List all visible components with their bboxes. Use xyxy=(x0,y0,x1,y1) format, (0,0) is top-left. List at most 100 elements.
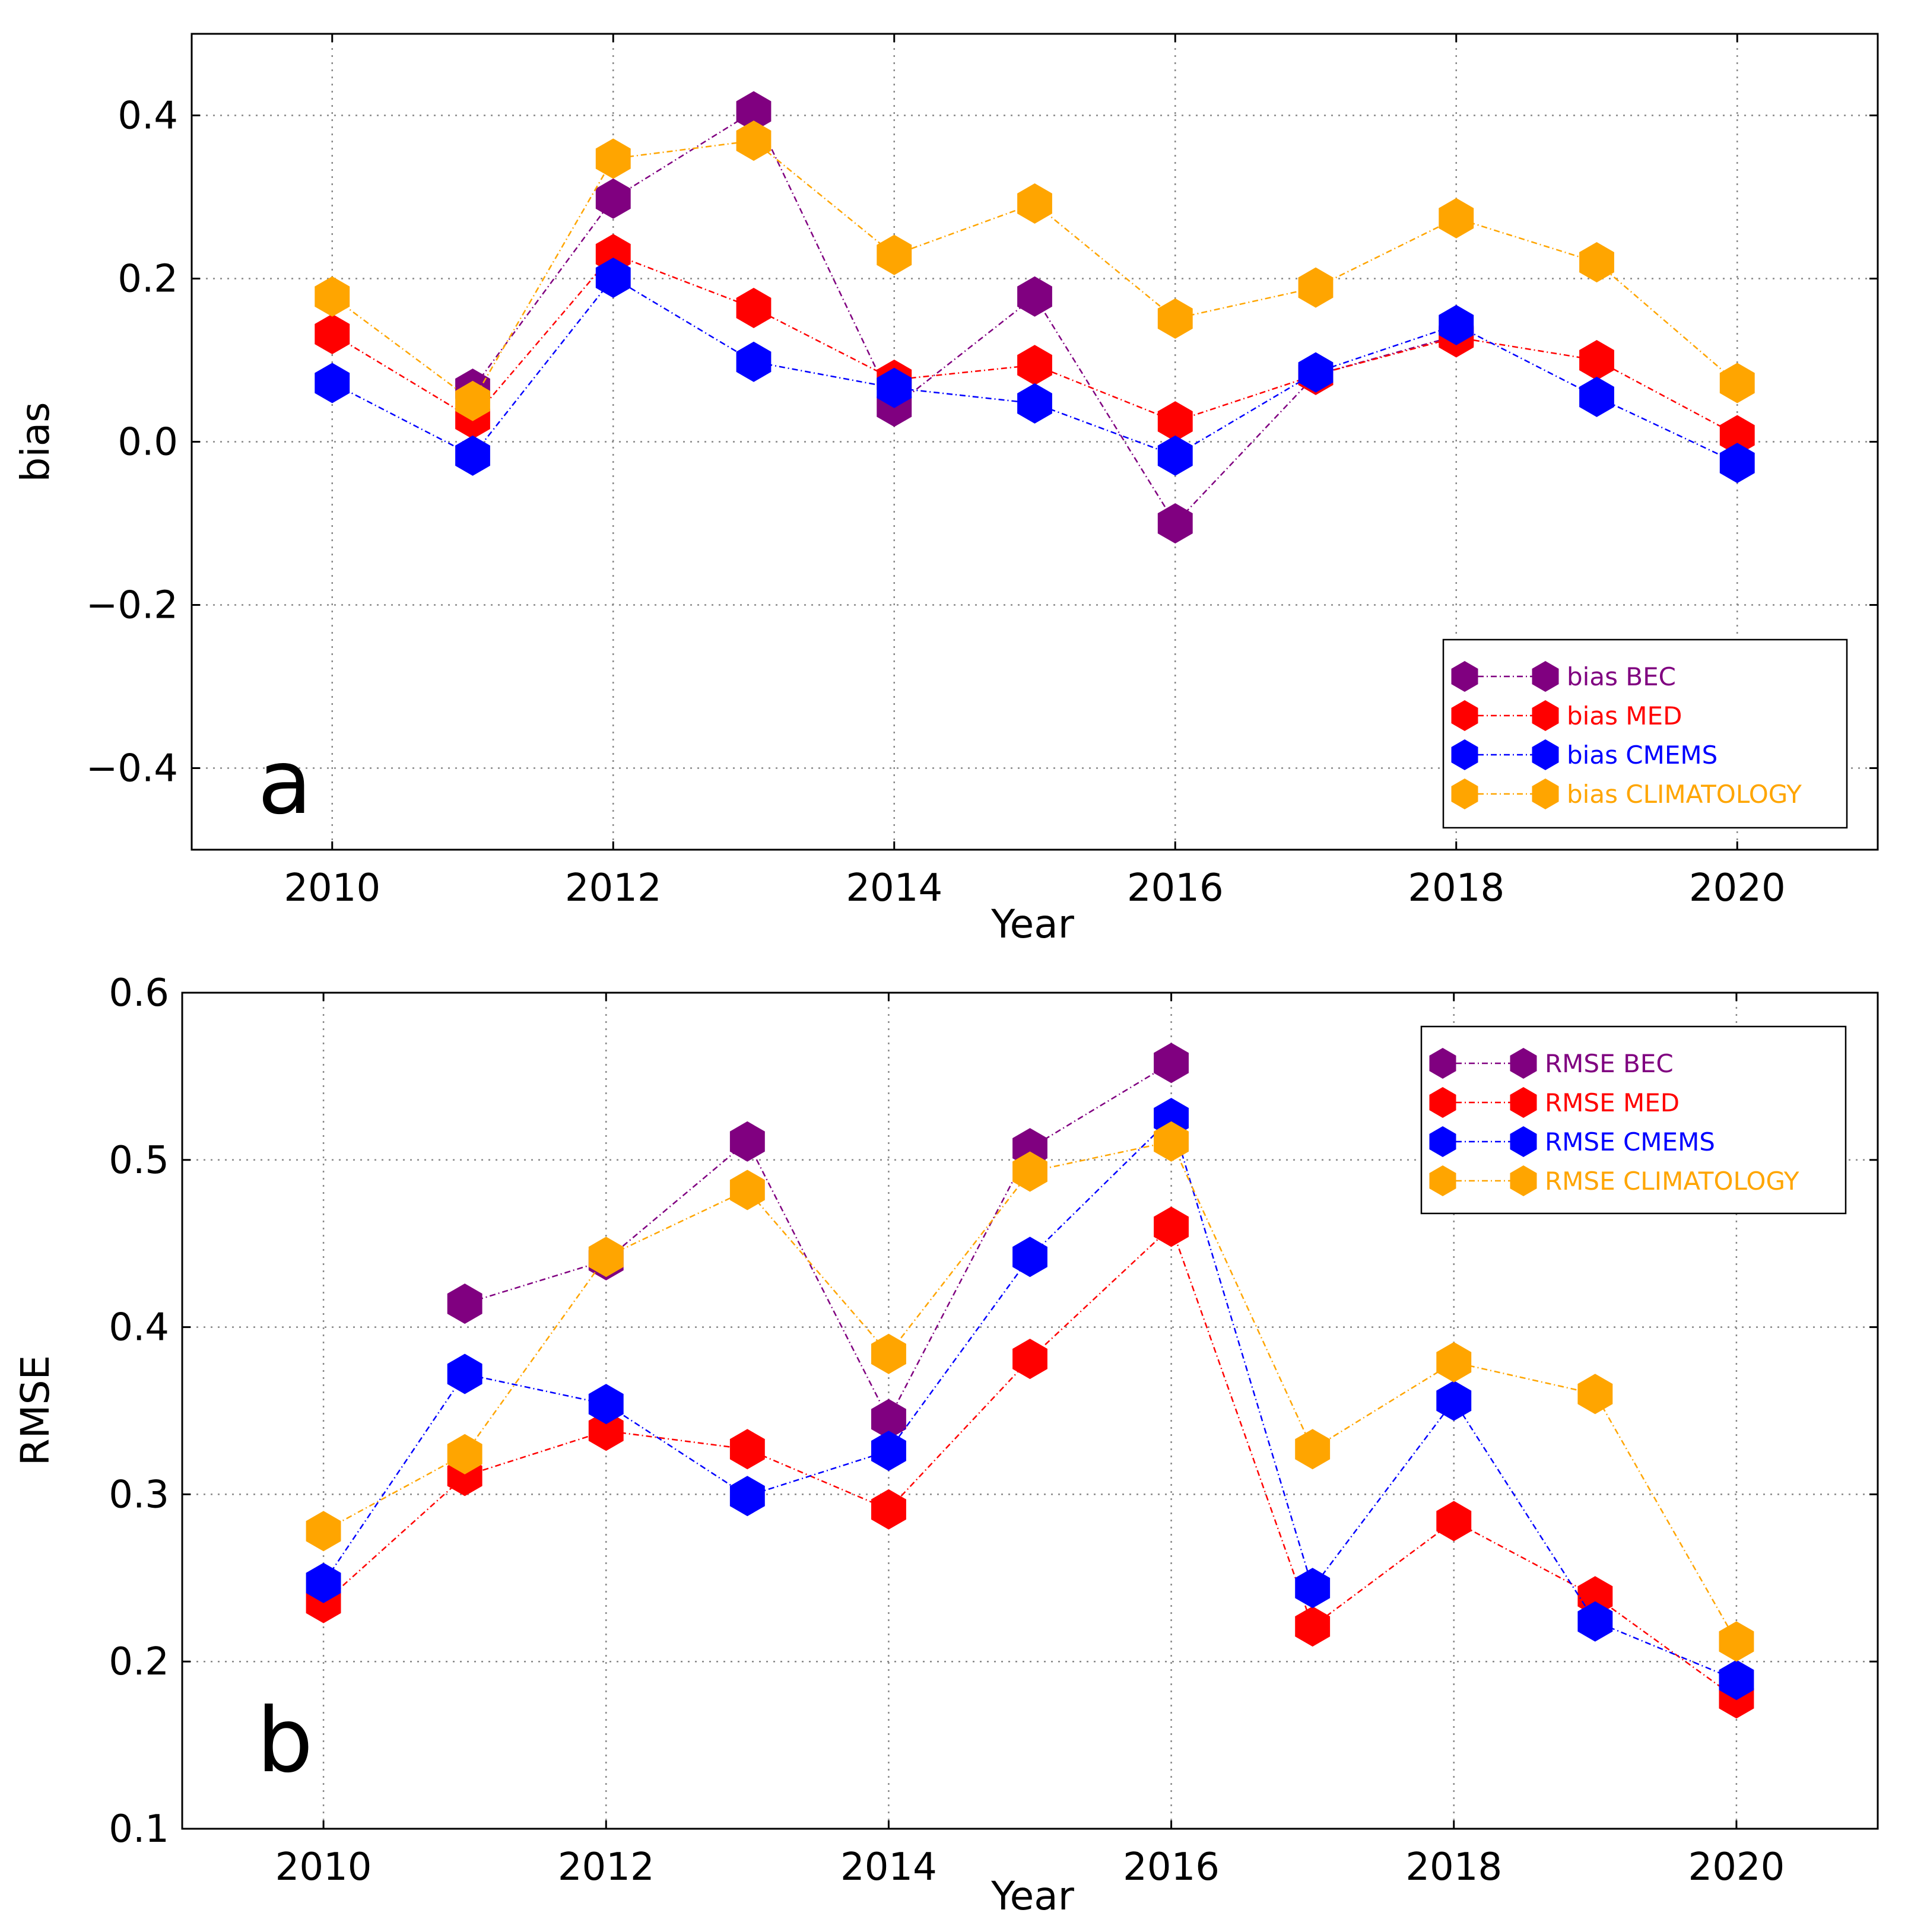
data-point-marker xyxy=(871,1333,906,1374)
data-point-marker xyxy=(736,120,772,161)
data-point-marker xyxy=(1719,363,1755,403)
data-point-marker xyxy=(1579,242,1614,282)
data-point-marker xyxy=(1577,1374,1613,1415)
data-point-marker xyxy=(1017,276,1052,317)
data-point-marker xyxy=(1295,1606,1331,1647)
y-tick-label: 0.4 xyxy=(109,1306,169,1350)
legend-marker xyxy=(1451,778,1478,809)
x-tick-label: 2016 xyxy=(1123,1845,1220,1889)
x-tick-label: 2018 xyxy=(1405,1845,1502,1889)
data-point-marker xyxy=(736,91,772,132)
legend-marker xyxy=(1510,1048,1537,1079)
data-point-marker xyxy=(447,1283,482,1324)
legend-entry-label: RMSE CMEMS xyxy=(1545,1127,1715,1156)
series-line xyxy=(332,253,1738,436)
x-tick-label: 2014 xyxy=(846,866,942,910)
x-tick-label: 2012 xyxy=(565,866,662,910)
legend-marker xyxy=(1451,661,1478,692)
legend-entry-label: bias CLIMATOLOGY xyxy=(1567,780,1802,809)
series-line xyxy=(472,110,1457,525)
legend-box xyxy=(1420,1025,1847,1215)
data-point-marker xyxy=(306,1562,341,1603)
chart-panel-b: 2010 2012 2014 2016 2018 2020 0.1 0.2 0.3 0.4 0.5 0… xyxy=(12,971,1879,1919)
y-tick-label: 0.2 xyxy=(109,1640,169,1684)
data-point-marker xyxy=(306,1511,341,1552)
data-point-marker xyxy=(871,1489,906,1530)
data-point-marker xyxy=(1157,298,1193,339)
data-point-marker xyxy=(1157,435,1193,476)
legend-marker xyxy=(1532,739,1559,770)
data-point-marker xyxy=(736,341,772,382)
x-tick-label: 2010 xyxy=(284,866,380,910)
data-point-marker xyxy=(1436,1342,1472,1383)
data-point-marker xyxy=(1577,1601,1613,1642)
data-point-marker xyxy=(595,178,631,219)
chart-panel-a: 2010 2012 2014 2016 2018 2020 −0.4 −0.2 0.0 0.2 0.… xyxy=(12,33,1879,947)
data-point-marker xyxy=(877,234,912,275)
series-line xyxy=(464,1062,1172,1421)
legend-box xyxy=(1442,638,1848,829)
y-tick-label: 0.0 xyxy=(118,421,178,465)
data-point-marker xyxy=(1436,1380,1472,1421)
legend-entry-label: bias CMEMS xyxy=(1567,741,1717,770)
data-point-marker xyxy=(588,1410,624,1451)
legend-marker xyxy=(1429,1165,1456,1196)
legend-marker xyxy=(1429,1126,1456,1157)
x-axis-label: Year xyxy=(990,1873,1075,1919)
y-tick-label: 0.5 xyxy=(109,1139,169,1183)
x-tick-label: 2018 xyxy=(1408,866,1504,910)
y-axis-label: bias xyxy=(12,402,58,482)
x-tick-label: 2010 xyxy=(275,1845,372,1889)
data-point-marker xyxy=(871,1399,906,1440)
series-rmse-cmems xyxy=(306,1098,1754,1701)
data-point-marker xyxy=(729,1121,765,1162)
y-tick-label: 0.3 xyxy=(109,1473,169,1517)
y-tick-label: 0.2 xyxy=(118,258,178,301)
data-point-marker xyxy=(1295,1429,1331,1470)
series-line xyxy=(332,277,1738,464)
data-point-marker xyxy=(1012,1151,1047,1192)
legend-marker xyxy=(1510,1126,1537,1157)
data-point-marker xyxy=(315,314,350,354)
data-point-marker xyxy=(447,1434,482,1475)
y-tick-label: 0.4 xyxy=(118,94,178,138)
y-tick-label: 0.6 xyxy=(109,971,169,1015)
x-tick-label: 2012 xyxy=(558,1845,655,1889)
data-point-marker xyxy=(1719,415,1755,456)
data-point-marker xyxy=(1012,1237,1047,1278)
data-point-marker xyxy=(871,1431,906,1472)
legend-entry-label: RMSE MED xyxy=(1545,1088,1680,1117)
legend: RMSE BEC RMSE MED RMSE CMEMS RMSE CLIMATOLO… xyxy=(1420,1025,1847,1215)
series-bias-cmems xyxy=(315,258,1755,484)
data-point-marker xyxy=(315,363,350,403)
data-point-marker xyxy=(729,1476,765,1517)
data-point-marker xyxy=(1154,1121,1189,1162)
data-point-marker xyxy=(1439,198,1474,239)
data-point-marker xyxy=(1157,401,1193,442)
data-point-marker xyxy=(1579,376,1614,417)
legend-marker xyxy=(1451,739,1478,770)
series-line xyxy=(323,1140,1738,1642)
data-point-marker xyxy=(1157,503,1193,544)
data-point-marker xyxy=(1154,1043,1189,1083)
x-axis-label: Year xyxy=(990,901,1075,947)
x-tick-label: 2014 xyxy=(840,1845,937,1889)
data-point-marker xyxy=(455,380,490,421)
data-point-marker xyxy=(877,367,912,408)
data-point-marker xyxy=(1719,1621,1754,1662)
legend-marker xyxy=(1429,1087,1456,1118)
data-point-marker xyxy=(447,1353,482,1394)
data-point-marker xyxy=(1436,1501,1472,1542)
series-rmse-climatology xyxy=(306,1121,1754,1662)
data-point-marker xyxy=(595,138,631,179)
data-point-marker xyxy=(736,288,772,328)
legend-marker xyxy=(1532,778,1559,809)
data-point-marker xyxy=(1017,383,1052,424)
x-tick-label: 2016 xyxy=(1127,866,1224,910)
data-point-marker xyxy=(1579,340,1614,380)
y-tick-label: −0.4 xyxy=(86,747,178,791)
x-tick-label: 2020 xyxy=(1688,1845,1785,1889)
series-line xyxy=(323,1225,1737,1699)
data-point-marker xyxy=(1719,1660,1754,1701)
